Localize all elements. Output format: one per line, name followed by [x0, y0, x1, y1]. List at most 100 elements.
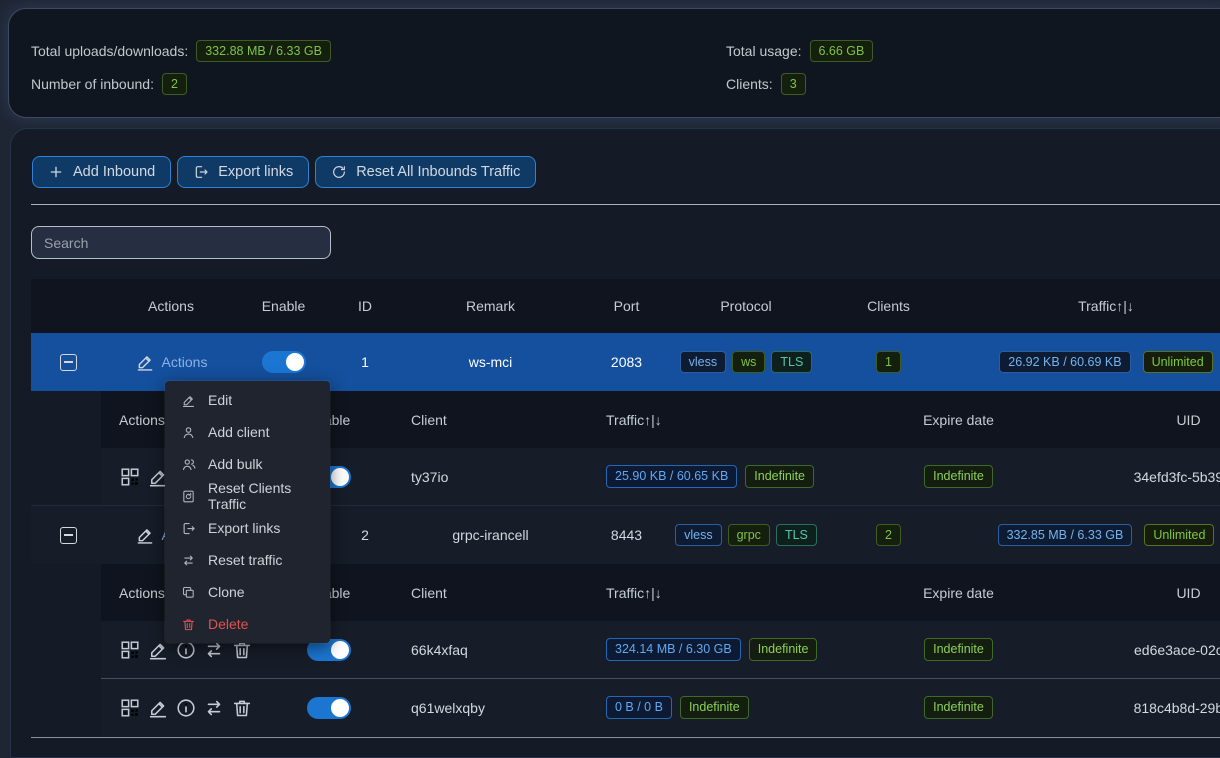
- toolbar: Add Inbound Export links Reset All Inbou…: [32, 156, 537, 188]
- client-uid: ed6e3ace-02c9-4: [1134, 641, 1220, 658]
- traffic-badge: 26.92 KB / 60.69 KB: [999, 350, 1131, 374]
- inbound-remark: ws-mci: [468, 354, 513, 370]
- header-clients: Clients: [867, 298, 910, 314]
- add-inbound-label: Add Inbound: [73, 164, 156, 180]
- security-badge: TLS: [771, 350, 813, 374]
- edit-icon: [137, 529, 152, 544]
- menu-item-add-bulk[interactable]: Add bulk: [165, 448, 330, 480]
- stat-value-badge: 6.66 GB: [809, 39, 874, 63]
- header-protocol: Protocol: [720, 298, 772, 314]
- inbound-id: 2: [361, 527, 369, 543]
- total-limit-badge: Unlimited: [1142, 350, 1213, 374]
- menu-item-label: Export links: [208, 520, 281, 536]
- client-enable-toggle[interactable]: [306, 696, 351, 719]
- client-enable-toggle[interactable]: [306, 638, 351, 661]
- header-remark: Remark: [465, 298, 515, 314]
- reset-traffic-icon[interactable]: [203, 697, 225, 719]
- plus-icon: [50, 166, 62, 178]
- reset-doc-icon: [183, 490, 194, 502]
- client-limit-badge: Indefinite: [745, 465, 815, 488]
- menu-item-label: Reset Clients Traffic: [208, 480, 292, 512]
- sub-header-uid: UID: [1176, 584, 1201, 601]
- qrcode-icon[interactable]: [119, 697, 141, 719]
- enable-toggle[interactable]: [261, 351, 306, 373]
- menu-item-label: Edit: [208, 392, 233, 408]
- header-traffic-sort[interactable]: Traffic↑|↓: [1078, 298, 1134, 314]
- add-inbound-button[interactable]: Add Inbound: [32, 156, 172, 188]
- qrcode-icon[interactable]: [119, 639, 141, 661]
- client-expire-badge: Indefinite: [924, 696, 993, 719]
- clients-count-badge: 2: [876, 523, 901, 547]
- collapse-row-button[interactable]: [60, 353, 77, 371]
- menu-item-clone[interactable]: Clone: [165, 576, 330, 608]
- client-limit-badge: Indefinite: [748, 638, 818, 661]
- row-actions-dropdown[interactable]: Actions: [135, 352, 208, 372]
- reset-all-traffic-label: Reset All Inbounds Traffic: [356, 164, 521, 180]
- export-icon: [195, 166, 208, 178]
- users-icon: [182, 458, 196, 470]
- reload-icon: [333, 166, 346, 178]
- stat-label: Clients:: [726, 76, 773, 92]
- menu-item-label: Reset traffic: [208, 552, 283, 568]
- client-name: q61welxqby: [411, 699, 485, 716]
- swap-icon: [184, 555, 193, 565]
- header-id: ID: [358, 298, 372, 314]
- inbound-remark: grpc-irancell: [452, 527, 529, 543]
- collapse-row-button[interactable]: [60, 526, 77, 544]
- menu-item-delete[interactable]: Delete: [165, 608, 330, 640]
- reset-all-traffic-button[interactable]: Reset All Inbounds Traffic: [315, 156, 537, 188]
- client-uid: 34efd3fc-5b39-49: [1133, 468, 1220, 485]
- sub-header-expire: Expire date: [923, 411, 994, 428]
- stat-label: Number of inbound:: [31, 76, 154, 92]
- client-expire-badge: Indefinite: [924, 465, 993, 488]
- menu-item-label: Add bulk: [208, 456, 263, 472]
- menu-item-edit[interactable]: Edit: [165, 384, 330, 416]
- sub-header-client: Client: [411, 584, 447, 601]
- info-icon[interactable]: [175, 697, 197, 719]
- stat-total-usage: Total usage: 6.66 GB: [726, 39, 874, 63]
- search-input[interactable]: [31, 226, 331, 259]
- stats-panel: Total uploads/downloads: 332.88 MB / 6.3…: [8, 8, 1220, 118]
- edit-icon[interactable]: [147, 697, 169, 719]
- stat-value-badge: 2: [161, 72, 187, 96]
- menu-item-reset-traffic[interactable]: Reset traffic: [165, 544, 330, 576]
- sub-header-expire: Expire date: [923, 584, 994, 601]
- stat-number-inbound: Number of inbound: 2: [31, 72, 331, 96]
- stat-label: Total uploads/downloads:: [31, 43, 189, 59]
- client-traffic-badge: 324.14 MB / 6.30 GB: [606, 638, 741, 661]
- delete-client-icon[interactable]: [231, 697, 253, 719]
- actions-dropdown-label: Actions: [161, 354, 208, 370]
- menu-item-add-client[interactable]: Add client: [165, 416, 330, 448]
- sub-header-traffic-sort[interactable]: Traffic↑|↓: [606, 584, 662, 601]
- qrcode-icon[interactable]: [119, 466, 141, 488]
- inbound-port: 8443: [610, 527, 643, 543]
- stat-label: Total usage:: [726, 43, 802, 59]
- client-row[interactable]: q61welxqby 0 B / 0 B Indefinite Indefini…: [101, 678, 1220, 736]
- client-traffic-badge: 25.90 KB / 60.65 KB: [606, 465, 738, 488]
- protocol-badge: vless: [675, 523, 722, 547]
- actions-dropdown-menu: Edit Add client Add bulk Reset Clients T…: [165, 381, 330, 643]
- total-limit-badge: Unlimited: [1144, 523, 1215, 547]
- inbound-id: 1: [361, 354, 369, 370]
- menu-item-label: Clone: [208, 584, 245, 600]
- client-name: ty37io: [411, 468, 449, 485]
- stat-value-badge: 3: [780, 72, 806, 96]
- menu-item-export-links[interactable]: Export links: [165, 512, 330, 544]
- header-actions: Actions: [148, 298, 194, 314]
- header-enable: Enable: [261, 298, 306, 314]
- user-icon: [183, 426, 194, 438]
- client-traffic-badge: 0 B / 0 B: [606, 696, 672, 719]
- sub-header-traffic-sort[interactable]: Traffic↑|↓: [606, 411, 662, 428]
- menu-item-reset-clients-traffic[interactable]: Reset Clients Traffic: [165, 480, 330, 512]
- menu-item-label: Delete: [208, 616, 249, 632]
- edit-icon: [182, 395, 195, 407]
- header-port: Port: [613, 298, 640, 314]
- stat-value-badge: 332.88 MB / 6.33 GB: [196, 39, 331, 63]
- network-badge: grpc: [727, 523, 770, 547]
- trash-icon: [182, 618, 195, 630]
- stat-clients: Clients: 3: [726, 72, 873, 96]
- sub-header-actions: Actions: [119, 411, 165, 428]
- client-limit-badge: Indefinite: [679, 696, 749, 719]
- export-links-button[interactable]: Export links: [177, 156, 310, 188]
- protocol-badge: vless: [679, 350, 727, 374]
